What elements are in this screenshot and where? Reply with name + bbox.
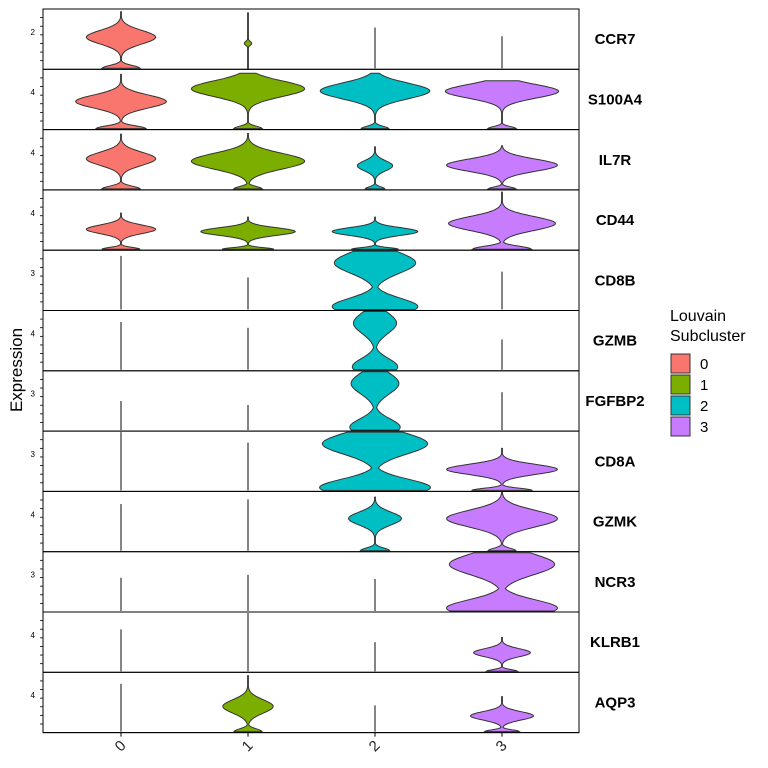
x-tick-label-3: 3 [493, 737, 511, 755]
panel-ccr7: 2 CCR7 [31, 8, 636, 70]
panel-cd44: 4 CD44 [31, 189, 635, 251]
violin-aqp3-3 [469, 696, 535, 733]
violin-gzmk-3 [446, 491, 558, 552]
panel-frame [42, 310, 580, 372]
violin-s100a4-1 [190, 72, 306, 130]
violin-s100a4-0 [75, 73, 167, 130]
violin-klrb1-3 [473, 637, 531, 672]
gene-label-klrb1: KLRB1 [590, 634, 640, 651]
violin-fgfbp2-2 [349, 371, 401, 431]
gene-label-ncr3: NCR3 [595, 574, 636, 591]
y-tick-label: 4 [31, 691, 36, 700]
violin-aqp3-1 [222, 675, 274, 733]
violin-gzmb-2 [351, 311, 399, 371]
legend-swatch-0 [670, 353, 691, 374]
y-tick-label: 2 [31, 28, 36, 37]
violin-il7r-0 [85, 133, 157, 190]
gene-label-cd8b: CD8B [595, 272, 636, 289]
y-tick-label: 4 [31, 88, 36, 97]
violin-gzmk-2 [347, 496, 403, 552]
y-tick-label: 4 [31, 510, 36, 519]
violin-il7r-1 [190, 133, 306, 190]
violin-cd8a-2 [319, 431, 431, 491]
violin-cd44-1 [200, 216, 296, 250]
violin-ccr7-1 [243, 12, 253, 69]
legend-swatch-3 [670, 416, 691, 437]
gene-label-s100a4: S100A4 [588, 91, 643, 108]
panel-il7r: 4 IL7R [31, 129, 632, 191]
violin-il7r-3 [446, 145, 558, 190]
legend-title: Louvain [670, 308, 726, 325]
y-tick-label: 4 [31, 631, 36, 640]
panel-ncr3: 3 NCR3 [31, 551, 636, 613]
violin-cd8b-2 [331, 250, 419, 310]
gene-label-il7r: IL7R [599, 152, 632, 169]
gene-label-cd44: CD44 [596, 212, 635, 229]
violin-il7r-2 [356, 146, 394, 190]
legend-swatch-2 [670, 395, 691, 416]
panel-cd8b: 3 CD8B [31, 249, 636, 311]
violin-s100a4-2 [319, 72, 431, 130]
x-tick-label-2: 2 [366, 737, 384, 755]
violin-cd44-0 [85, 212, 157, 250]
panel-frame [42, 370, 580, 432]
y-tick-label: 4 [31, 149, 36, 158]
panel-klrb1: 4 KLRB1 [31, 611, 640, 673]
violin-cd8a-3 [445, 447, 559, 491]
panel-frame [42, 249, 580, 311]
violin-cd44-2 [331, 216, 419, 250]
legend-label-2: 2 [700, 398, 708, 415]
panel-gzmb: 4 GZMB [31, 310, 637, 372]
violin-cd44-3 [447, 191, 557, 250]
violin-s100a4-3 [444, 80, 560, 130]
panel-frame [42, 611, 580, 673]
legend-title: Subcluster [670, 328, 746, 345]
gene-label-gzmk: GZMK [593, 514, 637, 531]
y-tick-label: 4 [31, 329, 36, 338]
legend-label-1: 1 [700, 377, 708, 394]
panel-cd8a: 3 CD8A [31, 430, 636, 492]
y-tick-label: 4 [31, 209, 36, 218]
panel-gzmk: 4 GZMK [31, 490, 637, 553]
legend: Louvain Subcluster 0 1 2 3 [670, 308, 746, 437]
y-axis-title: Expression [7, 328, 26, 412]
x-tick-label-0: 0 [112, 737, 130, 755]
y-tick-label: 3 [31, 390, 36, 399]
gene-label-cd8a: CD8A [595, 453, 636, 470]
panel-fgfbp2: 3 FGFBP2 [31, 370, 645, 432]
legend-swatch-1 [670, 374, 691, 395]
x-tick-label-1: 1 [239, 737, 257, 755]
gene-label-fgfbp2: FGFBP2 [585, 393, 644, 410]
y-tick-label: 3 [31, 571, 36, 580]
gene-label-aqp3: AQP3 [595, 694, 636, 711]
gene-label-ccr7: CCR7 [595, 31, 636, 48]
panel-aqp3: 4 AQP3 [31, 671, 636, 734]
y-tick-label: 3 [31, 450, 36, 459]
gene-label-gzmb: GZMB [593, 333, 637, 350]
violin-ccr7-0 [85, 11, 157, 69]
y-tick-label: 3 [31, 269, 36, 278]
legend-label-0: 0 [700, 356, 708, 373]
legend-label-3: 3 [700, 419, 708, 436]
violin-ncr3-3 [446, 552, 558, 612]
panel-s100a4: 4 S100A4 [31, 68, 643, 131]
